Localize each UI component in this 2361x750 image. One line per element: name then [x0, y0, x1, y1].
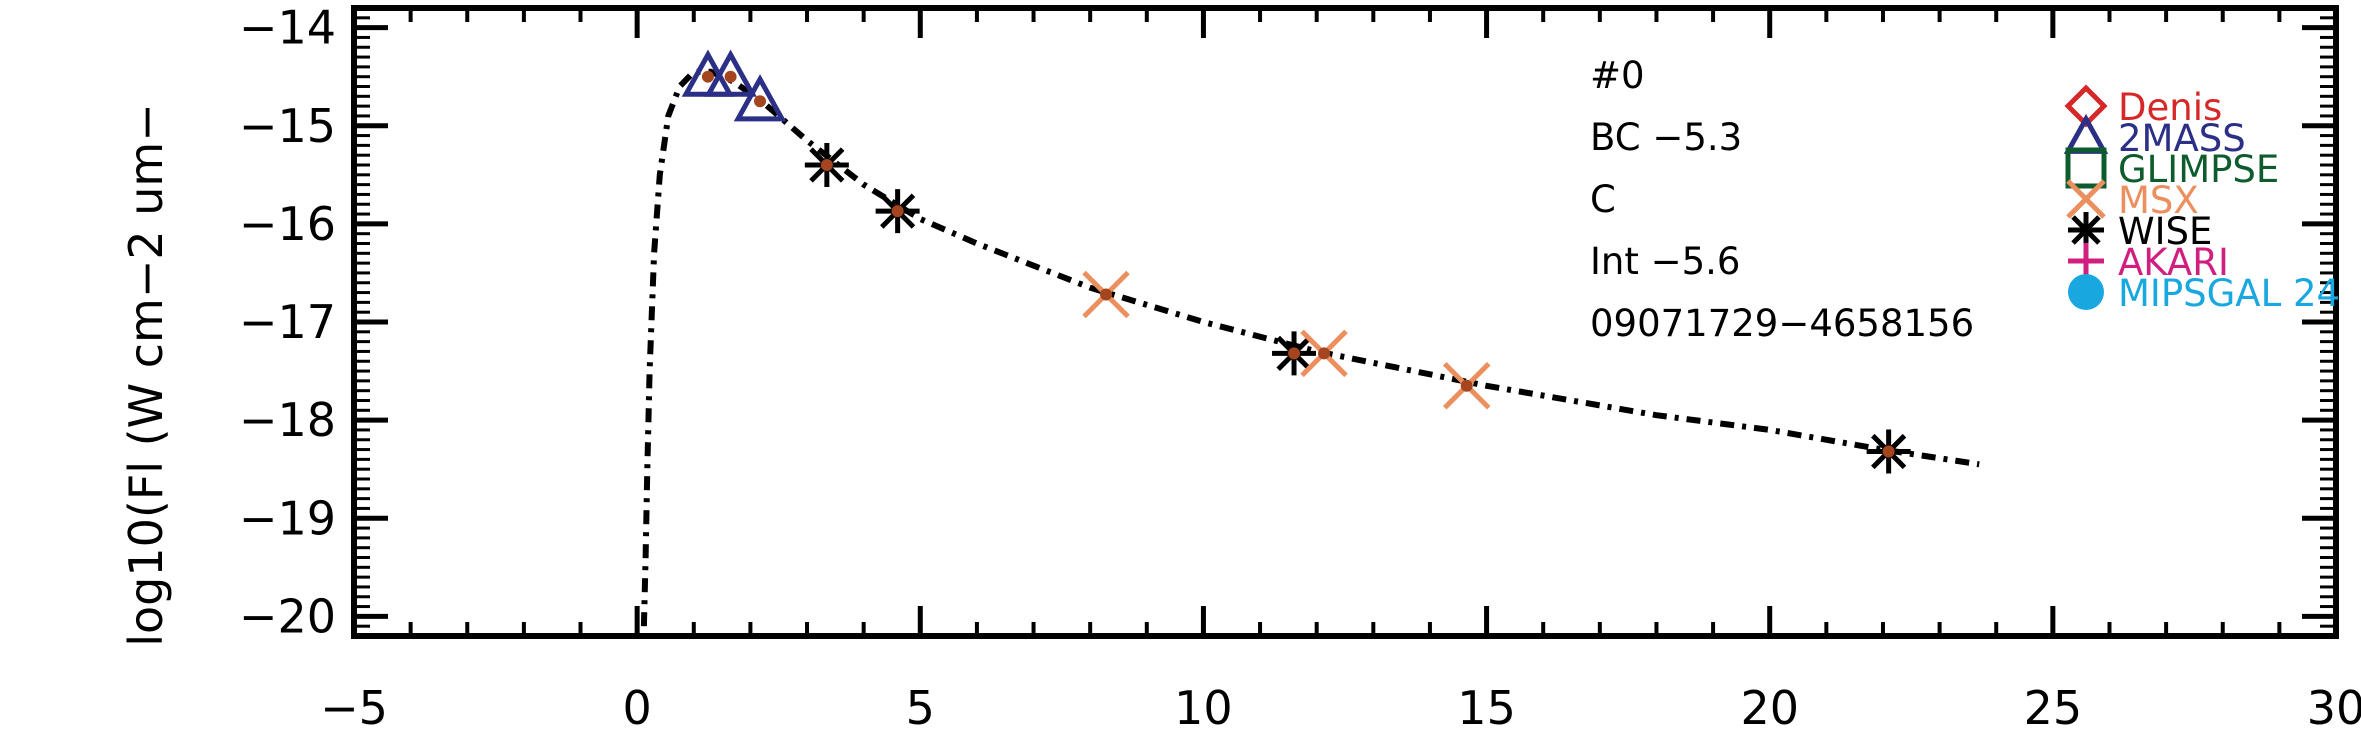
data-point [754, 95, 767, 108]
legend-label: Denis [2118, 86, 2222, 129]
legend-item-glimpse: GLIMPSE [2065, 147, 2279, 191]
data-point [1460, 379, 1473, 392]
annotation-source-number: #0 [1590, 54, 1645, 97]
legend-label: GLIMPSE [2118, 148, 2279, 191]
annotation-bc: BC −5.3 [1590, 116, 1742, 159]
annotation-block: #0 BC −5.3 C Int −5.6 09071729−4658156 [1590, 54, 1974, 345]
x-tick-label: 0 [623, 681, 652, 735]
x-tick-label: 10 [1174, 681, 1233, 735]
data-point [1318, 347, 1331, 360]
legend-label: AKARI [2118, 241, 2229, 284]
plot-frame [351, 5, 2339, 639]
data-point [1288, 347, 1301, 360]
legend-label: MSX [2118, 179, 2199, 222]
legend-x-icon [2066, 179, 2106, 219]
axes [351, 5, 2339, 639]
legend-item-wise: WISE [2068, 210, 2212, 253]
data-point [724, 70, 737, 83]
y-tick-label: −16 [239, 197, 336, 251]
x-tick-label: 20 [1740, 681, 1799, 735]
y-tick-label: −19 [239, 491, 336, 545]
annotation-class: C [1590, 178, 1616, 221]
x-tick-labels: −5 0 5 10 15 20 25 30 [320, 681, 2361, 735]
annotation-source-id: 09071729−4658156 [1590, 302, 1974, 345]
annotation-int: Int −5.6 [1590, 240, 1740, 283]
legend-item-mipsgal-24: MIPSGAL 24 [2068, 272, 2340, 315]
model-sed-curve [640, 68, 1980, 627]
y-tick-labels: −14 −15 −16 −17 −18 −19 −20 [239, 1, 336, 644]
x-tick-label: −5 [320, 681, 388, 735]
legend-label: 2MASS [2118, 117, 2246, 160]
legend-triangle-icon [2063, 113, 2109, 154]
legend-asterisk-icon [2068, 212, 2104, 248]
legend-label: MIPSGAL 24 [2118, 272, 2340, 315]
data-point [820, 159, 833, 171]
x-tick-label: 15 [1457, 681, 1516, 735]
y-tick-label: −14 [239, 1, 336, 55]
legend-item-2mass: 2MASS [2063, 113, 2246, 160]
data-point [1100, 288, 1113, 301]
y-axis-label: log10(Fl (W cm−2 um− [119, 103, 173, 647]
legend-label: WISE [2118, 210, 2212, 253]
y-tick-label: −17 [239, 295, 336, 349]
x-tick-label: 5 [906, 681, 935, 735]
data-point [1882, 445, 1895, 458]
legend-circle-icon [2068, 274, 2104, 310]
x-tick-label: 25 [2024, 681, 2083, 735]
legend-item-akari: AKARI [2068, 241, 2229, 284]
2mass-marker [733, 74, 787, 122]
data-point [891, 205, 904, 218]
x-tick-label: 30 [2307, 681, 2361, 735]
y-tick-label: −18 [239, 393, 336, 447]
legend-square-icon [2065, 147, 2107, 189]
y-tick-label: −20 [239, 589, 336, 643]
data-points [701, 70, 1895, 458]
legend-item-msx: MSX [2066, 179, 2199, 222]
data-point [701, 70, 714, 83]
legend-plus-icon [2068, 243, 2104, 279]
2mass-marker [704, 49, 757, 97]
y-tick-label: −15 [239, 99, 336, 153]
tick-marks [351, 6, 2339, 638]
legend-item-denis: Denis [2064, 84, 2222, 129]
